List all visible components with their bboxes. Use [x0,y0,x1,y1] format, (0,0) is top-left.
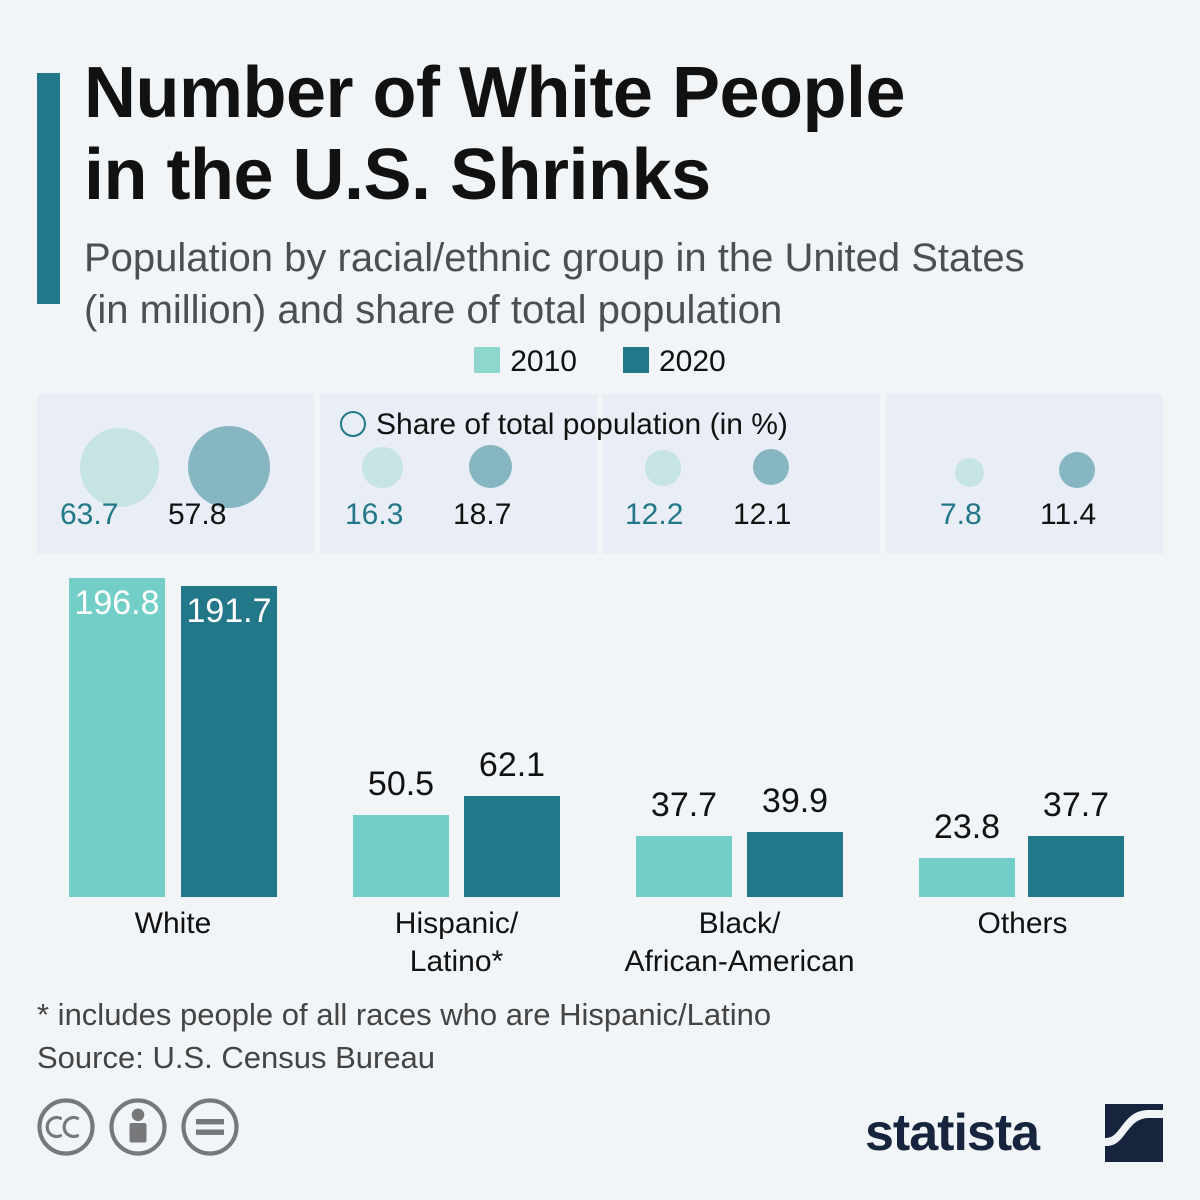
svg-text:statista: statista [865,1104,1041,1162]
